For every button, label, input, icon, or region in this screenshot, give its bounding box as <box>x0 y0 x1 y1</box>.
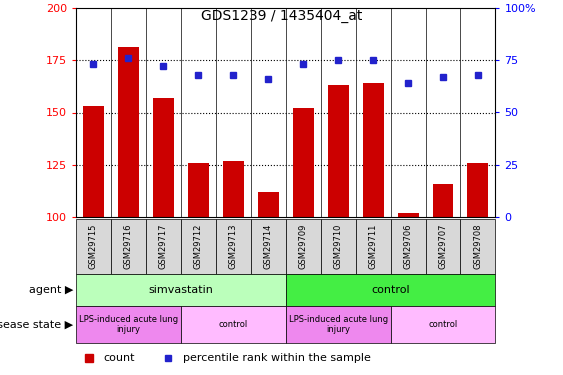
Text: GSM29710: GSM29710 <box>334 224 343 269</box>
Bar <box>426 219 461 274</box>
Bar <box>321 219 356 274</box>
Bar <box>397 213 418 217</box>
Text: GSM29714: GSM29714 <box>263 224 272 269</box>
Bar <box>293 108 314 217</box>
Bar <box>223 161 244 218</box>
Bar <box>181 306 286 343</box>
Bar <box>432 184 453 218</box>
Bar <box>356 219 391 274</box>
Text: GSM29716: GSM29716 <box>124 224 133 269</box>
Bar <box>216 219 251 274</box>
Text: agent ▶: agent ▶ <box>29 285 73 295</box>
Text: GDS1239 / 1435404_at: GDS1239 / 1435404_at <box>201 9 362 23</box>
Text: GSM29717: GSM29717 <box>159 224 168 269</box>
Bar <box>153 98 174 218</box>
Text: LPS-induced acute lung
injury: LPS-induced acute lung injury <box>79 315 178 334</box>
Bar <box>391 219 426 274</box>
Text: control: control <box>371 285 410 295</box>
Text: GSM29711: GSM29711 <box>369 224 378 269</box>
Text: GSM29708: GSM29708 <box>473 224 482 269</box>
Bar <box>76 274 286 306</box>
Bar <box>467 163 489 218</box>
Text: control: control <box>428 320 458 329</box>
Bar <box>76 219 111 274</box>
Text: simvastatin: simvastatin <box>149 285 213 295</box>
Text: GSM29707: GSM29707 <box>439 224 448 269</box>
Bar <box>111 219 146 274</box>
Bar <box>461 219 495 274</box>
Text: percentile rank within the sample: percentile rank within the sample <box>183 353 371 363</box>
Bar <box>328 85 348 218</box>
Text: GSM29709: GSM29709 <box>299 224 308 269</box>
Bar <box>188 163 209 218</box>
Bar <box>286 274 495 306</box>
Bar <box>181 219 216 274</box>
Bar <box>258 192 279 217</box>
Text: count: count <box>103 353 135 363</box>
Text: disease state ▶: disease state ▶ <box>0 320 73 329</box>
Bar <box>286 219 321 274</box>
Bar <box>286 306 391 343</box>
Bar <box>83 106 104 218</box>
Text: LPS-induced acute lung
injury: LPS-induced acute lung injury <box>289 315 388 334</box>
Text: GSM29706: GSM29706 <box>404 224 413 269</box>
Bar <box>76 306 181 343</box>
Bar <box>363 83 383 218</box>
Bar <box>146 219 181 274</box>
Bar <box>391 306 495 343</box>
Text: control: control <box>218 320 248 329</box>
Bar <box>118 47 139 217</box>
Text: GSM29713: GSM29713 <box>229 224 238 269</box>
Bar <box>251 219 286 274</box>
Text: GSM29712: GSM29712 <box>194 224 203 269</box>
Text: GSM29715: GSM29715 <box>89 224 98 269</box>
